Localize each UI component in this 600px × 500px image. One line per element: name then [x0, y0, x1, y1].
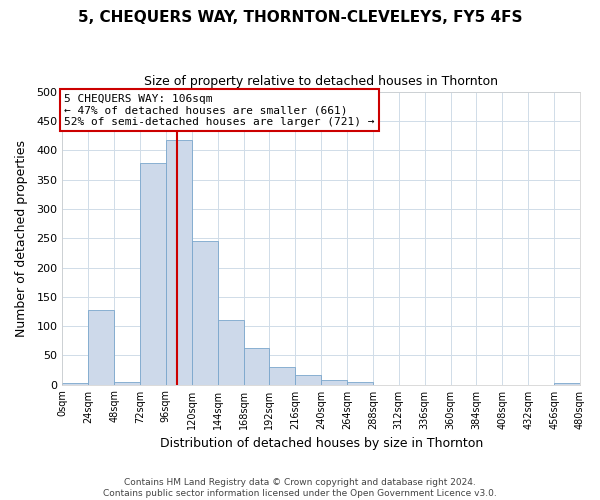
Bar: [88, 310, 114, 384]
Text: 5, CHEQUERS WAY, THORNTON-CLEVELEYS, FY5 4FS: 5, CHEQUERS WAY, THORNTON-CLEVELEYS, FY5…: [78, 10, 522, 25]
Bar: [554, 383, 580, 384]
Bar: [140, 164, 166, 384]
Y-axis label: Number of detached properties: Number of detached properties: [15, 140, 28, 337]
Text: Contains HM Land Registry data © Crown copyright and database right 2024.
Contai: Contains HM Land Registry data © Crown c…: [103, 478, 497, 498]
Bar: [166, 140, 192, 384]
Text: 5 CHEQUERS WAY: 106sqm
← 47% of detached houses are smaller (661)
52% of semi-de: 5 CHEQUERS WAY: 106sqm ← 47% of detached…: [64, 94, 375, 127]
Bar: [218, 320, 244, 384]
Bar: [347, 382, 373, 384]
Title: Size of property relative to detached houses in Thornton: Size of property relative to detached ho…: [144, 75, 498, 88]
Bar: [114, 382, 140, 384]
Bar: [244, 348, 269, 385]
Bar: [62, 383, 88, 384]
Bar: [295, 375, 321, 384]
Bar: [269, 367, 295, 384]
Bar: [192, 241, 218, 384]
X-axis label: Distribution of detached houses by size in Thornton: Distribution of detached houses by size …: [160, 437, 483, 450]
Bar: [321, 380, 347, 384]
